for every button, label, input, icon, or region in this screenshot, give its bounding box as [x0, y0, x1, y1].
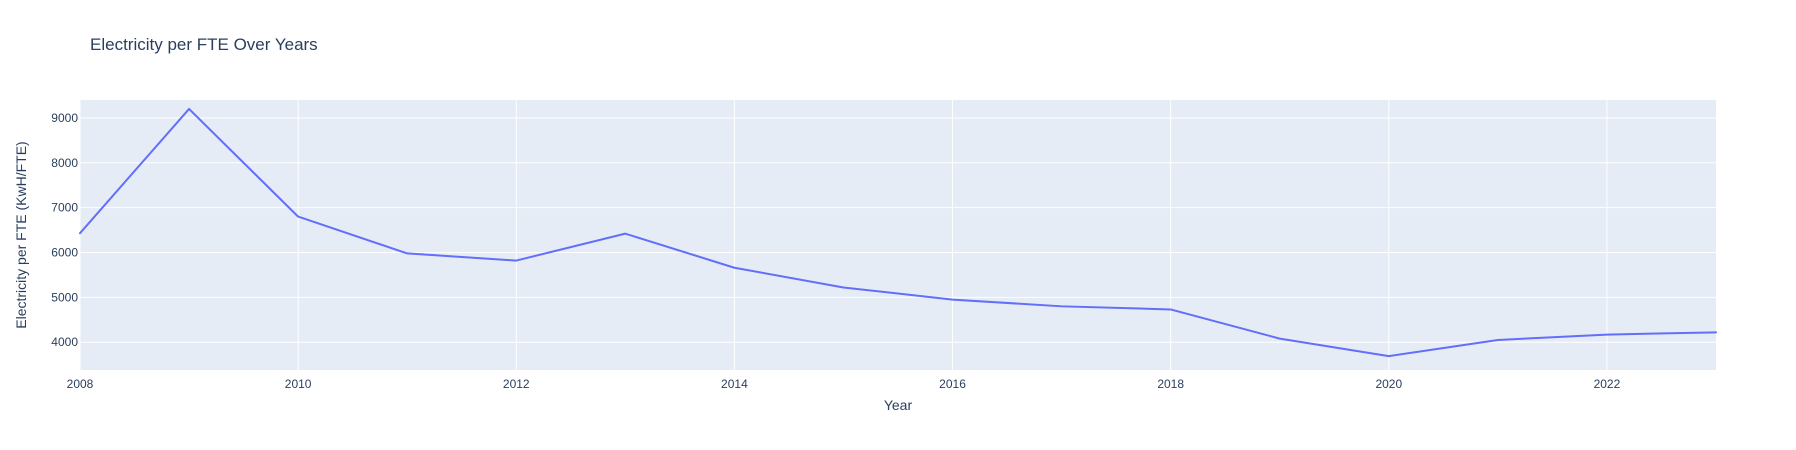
data-point: [185, 105, 193, 113]
plot-area: [80, 100, 1716, 370]
x-axis-ticks: 2008 2010 2012 2014 2016 2018 2020 2022: [67, 377, 1621, 391]
x-tick-label: 2012: [503, 377, 530, 391]
y-tick-label: 5000: [51, 290, 78, 304]
y-axis-title: Electricity per FTE (KwH/FTE): [13, 141, 29, 328]
series-layer: [76, 105, 1720, 360]
data-point: [512, 257, 520, 265]
data-point: [1385, 352, 1393, 360]
data-point: [1276, 335, 1284, 343]
chart-title: Electricity per FTE Over Years: [90, 35, 318, 54]
x-tick-label: 2018: [1157, 377, 1184, 391]
y-tick-label: 8000: [51, 156, 78, 170]
data-point: [1058, 302, 1066, 310]
data-point: [76, 229, 84, 237]
data-point: [839, 283, 847, 291]
y-tick-label: 6000: [51, 245, 78, 259]
data-point: [1712, 328, 1720, 336]
x-tick-label: 2022: [1594, 377, 1621, 391]
data-point: [1603, 331, 1611, 339]
x-tick-label: 2008: [67, 377, 94, 391]
data-point: [621, 230, 629, 238]
series-line: [79, 107, 1717, 358]
data-point: [949, 296, 957, 304]
data-point: [1167, 305, 1175, 313]
y-tick-label: 7000: [51, 201, 78, 215]
y-tick-label: 9000: [51, 111, 78, 125]
data-point: [730, 264, 738, 272]
data-point: [294, 213, 302, 221]
y-axis-ticks: 4000 5000 6000 7000 8000 9000: [51, 111, 78, 349]
grid-lines: [79, 100, 1716, 370]
y-tick-label: 4000: [51, 335, 78, 349]
data-point: [403, 249, 411, 257]
x-tick-label: 2016: [939, 377, 966, 391]
x-tick-label: 2014: [721, 377, 748, 391]
data-point: [1494, 336, 1502, 344]
x-tick-label: 2020: [1375, 377, 1402, 391]
x-tick-label: 2010: [285, 377, 312, 391]
x-axis-title: Year: [884, 397, 913, 413]
